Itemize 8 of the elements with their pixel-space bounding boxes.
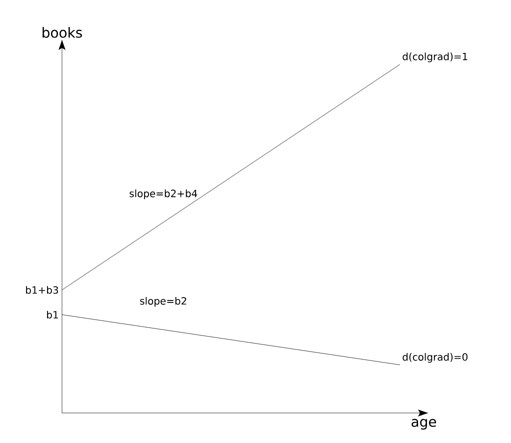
y-axis-title: books: [42, 27, 82, 38]
annotation: b1: [47, 310, 58, 319]
annotation: slope=b2: [140, 296, 186, 307]
series-label: d(colgrad)=1: [402, 52, 468, 62]
x-axis-title: age: [412, 418, 436, 430]
annotation: b1+b3: [26, 286, 58, 294]
annotation: slope=b2+b4: [130, 190, 198, 200]
series-label: d(colgrad)=0: [402, 353, 468, 363]
